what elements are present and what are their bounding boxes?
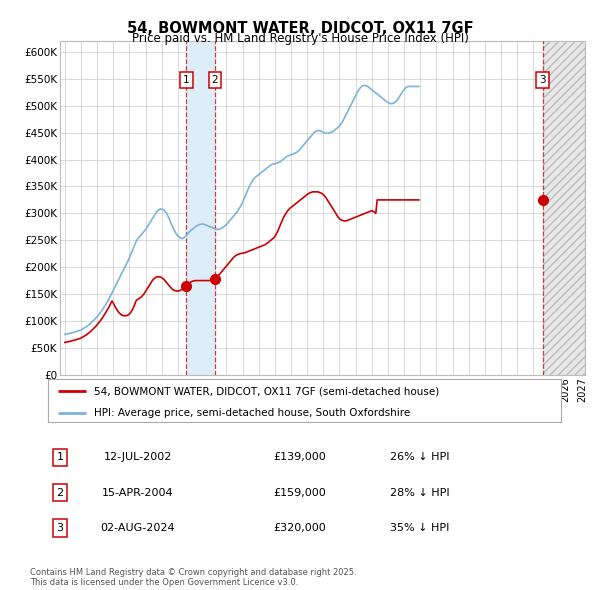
Text: £320,000: £320,000 [274, 523, 326, 533]
Bar [187, 41, 215, 375]
Text: 15-APR-2004: 15-APR-2004 [102, 488, 174, 497]
Text: 26% ↓ HPI: 26% ↓ HPI [390, 453, 450, 462]
Text: 54, BOWMONT WATER, DIDCOT, OX11 7GF (semi-detached house): 54, BOWMONT WATER, DIDCOT, OX11 7GF (sem… [94, 386, 439, 396]
Text: 02-AUG-2024: 02-AUG-2024 [101, 523, 175, 533]
Bar [542, 41, 600, 375]
Text: £159,000: £159,000 [274, 488, 326, 497]
Bar [542, 41, 600, 375]
Text: 35% ↓ HPI: 35% ↓ HPI [391, 523, 449, 533]
Text: 3: 3 [539, 75, 546, 84]
Text: Price paid vs. HM Land Registry's House Price Index (HPI): Price paid vs. HM Land Registry's House … [131, 32, 469, 45]
Text: 12-JUL-2002: 12-JUL-2002 [104, 453, 172, 462]
Text: Contains HM Land Registry data © Crown copyright and database right 2025.
This d: Contains HM Land Registry data © Crown c… [30, 568, 356, 587]
Text: 2: 2 [212, 75, 218, 84]
Text: £139,000: £139,000 [274, 453, 326, 462]
Text: 2: 2 [56, 488, 64, 497]
Text: 1: 1 [183, 75, 190, 84]
Text: 28% ↓ HPI: 28% ↓ HPI [390, 488, 450, 497]
Text: 3: 3 [56, 523, 64, 533]
Text: HPI: Average price, semi-detached house, South Oxfordshire: HPI: Average price, semi-detached house,… [94, 408, 410, 418]
Text: 1: 1 [56, 453, 64, 462]
Text: 54, BOWMONT WATER, DIDCOT, OX11 7GF: 54, BOWMONT WATER, DIDCOT, OX11 7GF [127, 21, 473, 35]
